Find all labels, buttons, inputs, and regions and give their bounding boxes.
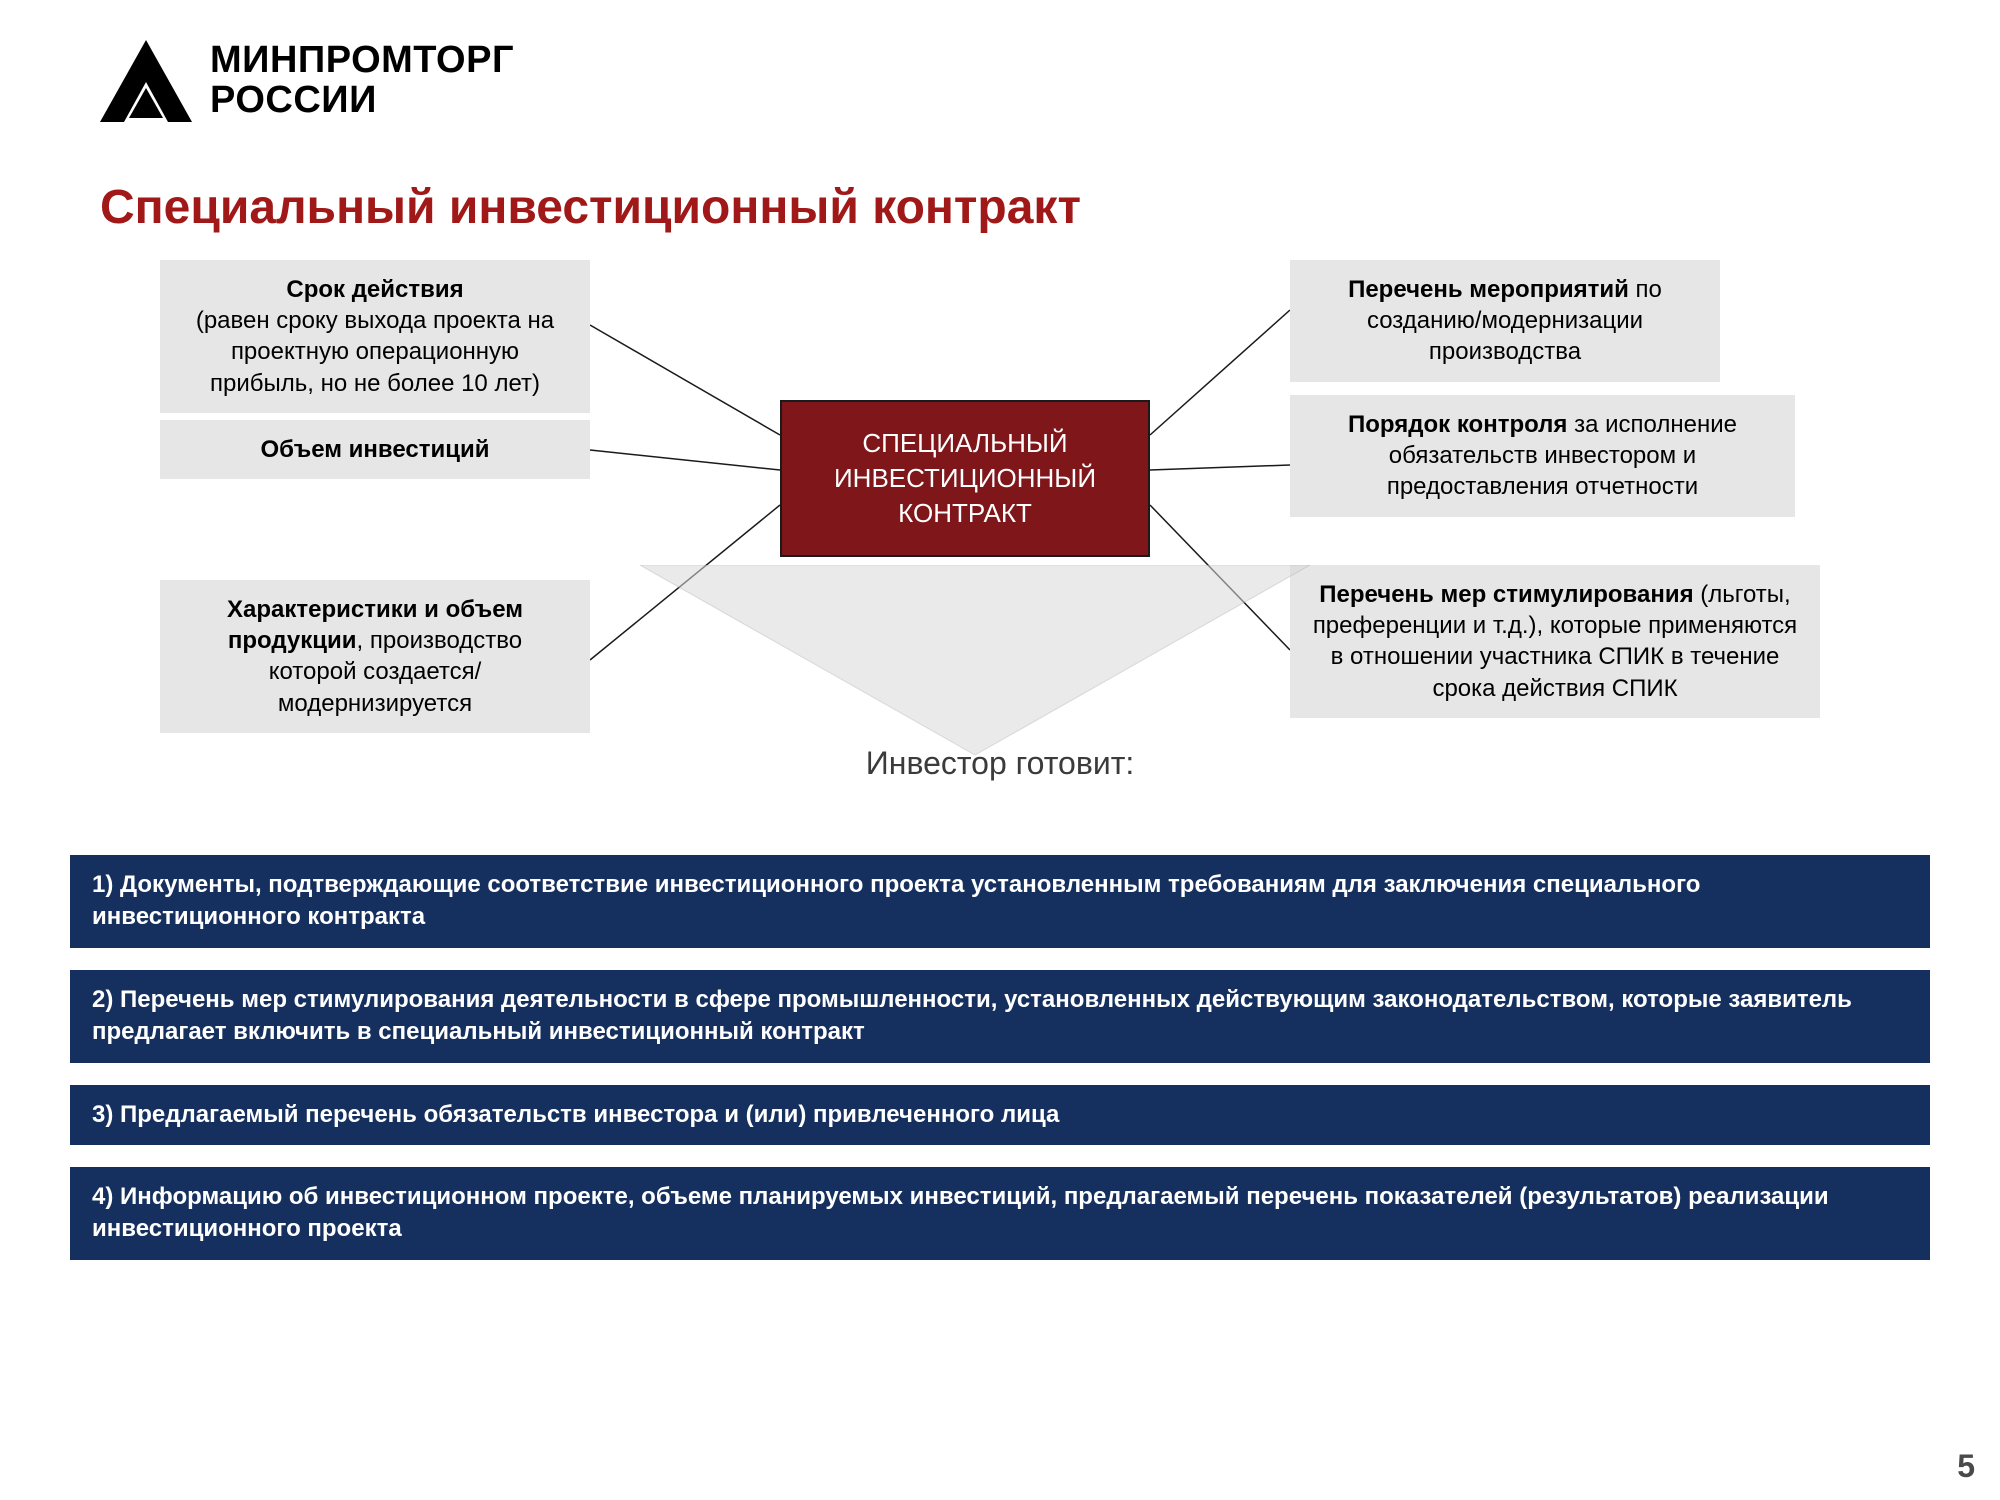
logo-line1: МИНПРОМТОРГ <box>210 41 514 81</box>
box-right-incentives-list: Перечень мер стимулирования (льготы, пре… <box>1290 565 1820 718</box>
ministry-logo-icon <box>100 40 192 122</box>
box-right-activities-list: Перечень мероприятий по созданию/модерни… <box>1290 260 1720 382</box>
box-left-investment-volume: Объем инвестиций <box>160 420 590 479</box>
center-box: СПЕЦИАЛЬНЫЙ ИНВЕСТИЦИОННЫЙ КОНТРАКТ <box>780 400 1150 557</box>
box-right-control-order: Порядок контроля за исполнение обязатель… <box>1290 395 1795 517</box>
box-left-duration: Срок действия (равен сроку выхода проект… <box>160 260 590 413</box>
blue-bar-item: 2) Перечень мер стимулирования деятельно… <box>70 970 1930 1063</box>
blue-bar-item: 3) Предлагаемый перечень обязательств ин… <box>70 1085 1930 1145</box>
subhead-investor-prepares: Инвестор готовит: <box>100 745 1900 782</box>
diagram-area: Срок действия (равен сроку выхода проект… <box>100 260 1900 820</box>
blue-bars-list: 1) Документы, подтверждающие соответстви… <box>70 855 1930 1282</box>
logo-area: МИНПРОМТОРГ РОССИИ <box>100 40 514 122</box>
down-arrow <box>640 565 1310 755</box>
logo-line2: РОССИИ <box>210 81 514 121</box>
box-left-product-characteristics: Характеристики и объем продукции, произв… <box>160 580 590 733</box>
blue-bar-item: 4) Информацию об инвестиционном проекте,… <box>70 1167 1930 1260</box>
page-title: Специальный инвестиционный контракт <box>100 180 1081 235</box>
blue-bar-item: 1) Документы, подтверждающие соответстви… <box>70 855 1930 948</box>
logo-text: МИНПРОМТОРГ РОССИИ <box>210 41 514 121</box>
page-number: 5 <box>1957 1448 1975 1485</box>
